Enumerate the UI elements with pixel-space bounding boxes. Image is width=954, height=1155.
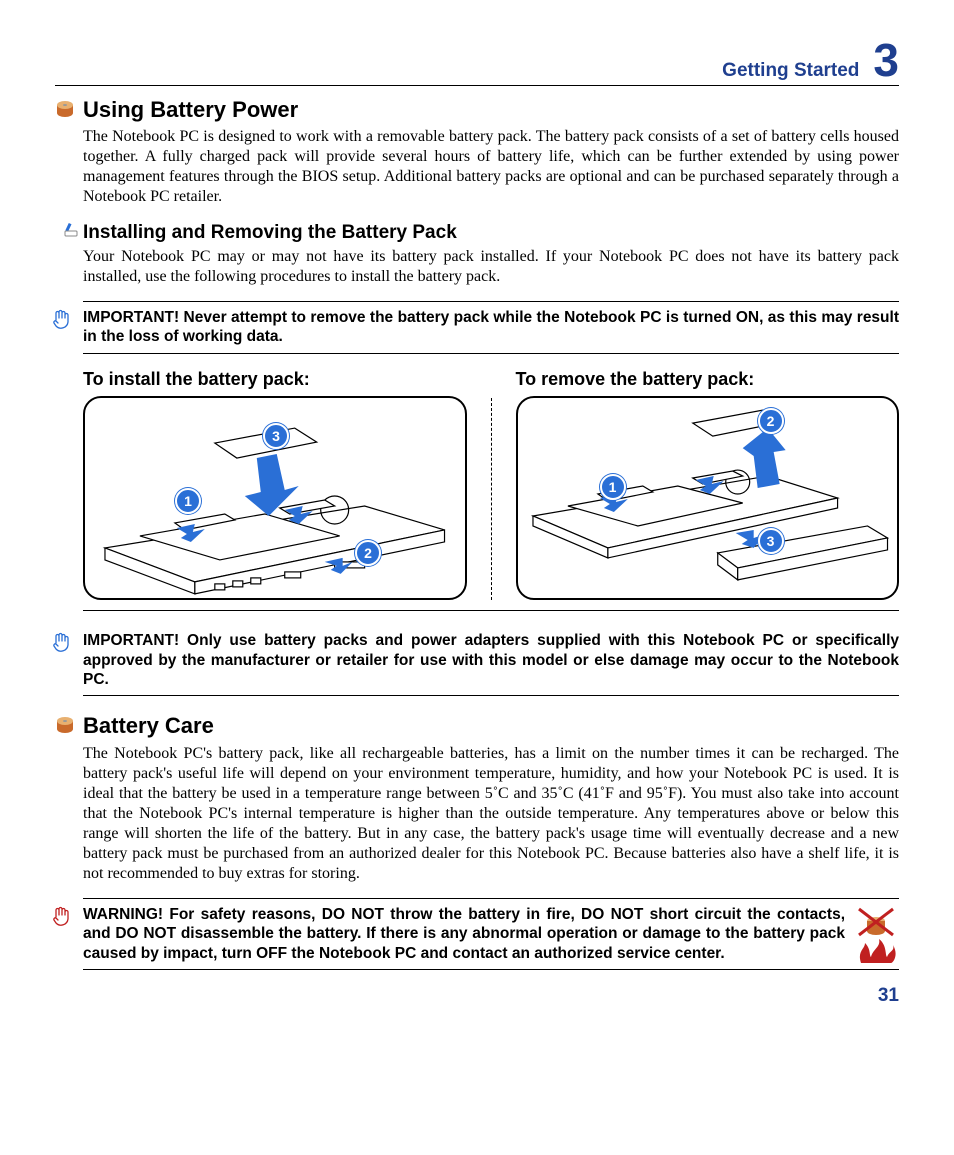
callout1-text: IMPORTANT! Never attempt to remove the b… bbox=[83, 309, 899, 345]
col-install: To install the battery pack: bbox=[83, 368, 467, 601]
col-remove: To remove the battery pack: bbox=[516, 368, 900, 601]
h2-text: Using Battery Power bbox=[83, 97, 298, 122]
header-title: Getting Started bbox=[722, 59, 859, 83]
hand-caution-icon bbox=[51, 631, 73, 662]
battery-icon bbox=[55, 98, 75, 126]
remove-illustration: 1 2 3 bbox=[516, 396, 900, 600]
install-icon bbox=[63, 221, 79, 245]
hand-warning-icon bbox=[51, 905, 73, 936]
section-battery-care: Battery Care The Notebook PC's battery p… bbox=[83, 712, 899, 884]
callout3-text: WARNING! For safety reasons, DO NOT thro… bbox=[83, 906, 845, 962]
page-header: Getting Started 3 bbox=[55, 40, 899, 86]
hand-caution-icon bbox=[51, 308, 73, 339]
hr bbox=[83, 610, 899, 611]
section1-body: The Notebook PC is designed to work with… bbox=[83, 127, 899, 207]
callout-important-2: IMPORTANT! Only use battery packs and po… bbox=[83, 625, 899, 696]
h2-battery-care: Battery Care bbox=[83, 712, 899, 740]
install-illustration: 1 2 3 bbox=[83, 396, 467, 600]
subsection-body: Your Notebook PC may or may not have its… bbox=[83, 247, 899, 287]
remove-title: To remove the battery pack: bbox=[516, 368, 900, 391]
battery-icon bbox=[55, 714, 75, 742]
install-title: To install the battery pack: bbox=[83, 368, 467, 391]
section-using-battery-power: Using Battery Power The Notebook PC is d… bbox=[83, 96, 899, 287]
section2-body: The Notebook PC's battery pack, like all… bbox=[83, 744, 899, 884]
install-remove-columns: To install the battery pack: bbox=[83, 368, 899, 601]
callout2-text: IMPORTANT! Only use battery packs and po… bbox=[83, 632, 899, 688]
page-number: 31 bbox=[55, 984, 899, 1008]
h3-installing-removing: Installing and Removing the Battery Pack bbox=[83, 221, 899, 245]
column-divider bbox=[491, 398, 492, 601]
battery-fire-forbid-icon bbox=[853, 905, 899, 970]
callout-important-1: IMPORTANT! Never attempt to remove the b… bbox=[83, 301, 899, 354]
h2-text: Battery Care bbox=[83, 713, 214, 738]
step-badge: 1 bbox=[600, 474, 626, 500]
h2-using-battery-power: Using Battery Power bbox=[83, 96, 899, 124]
step-badge: 3 bbox=[758, 528, 784, 554]
chapter-number: 3 bbox=[873, 40, 899, 81]
callout-warning: WARNING! For safety reasons, DO NOT thro… bbox=[83, 898, 899, 970]
h3-text: Installing and Removing the Battery Pack bbox=[83, 222, 457, 243]
step-badge: 2 bbox=[758, 408, 784, 434]
